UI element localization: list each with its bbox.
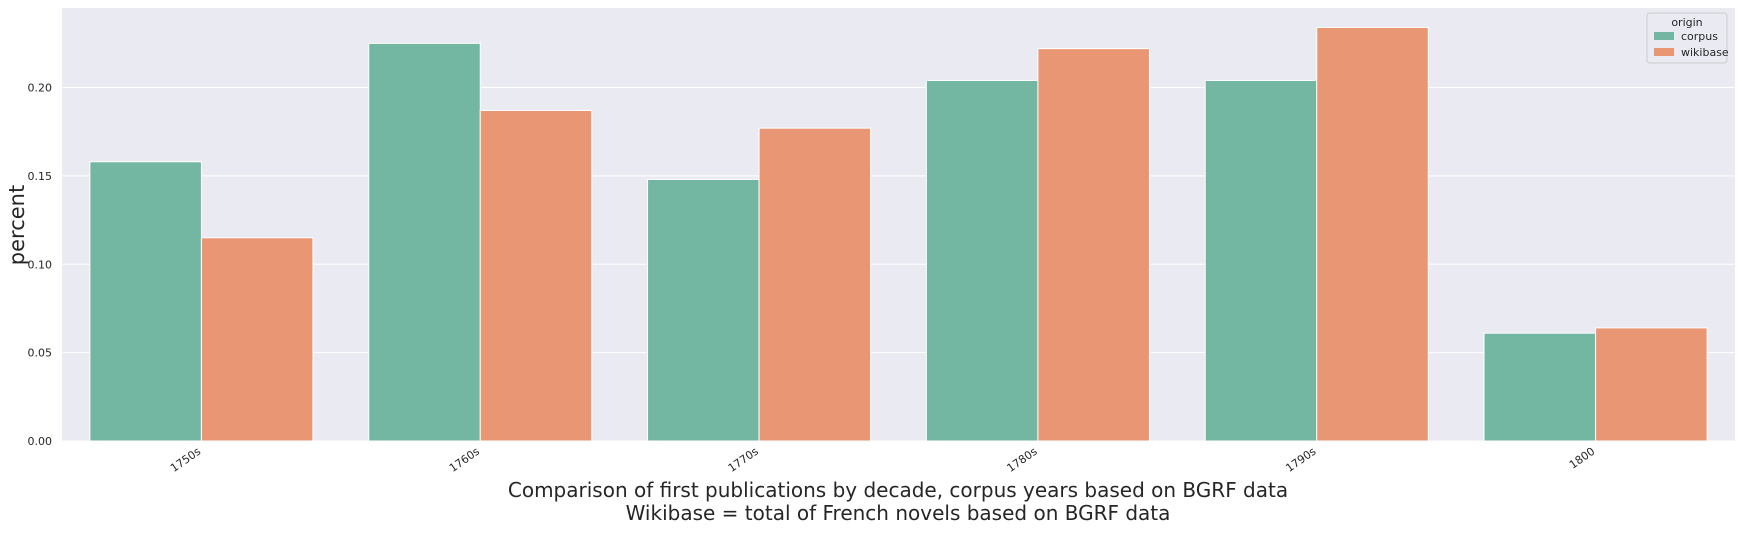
x-tick-label: 1760s xyxy=(447,445,482,475)
y-tick-label: 0.00 xyxy=(28,435,53,448)
legend: origin corpus wikibase xyxy=(1646,12,1729,64)
bar-wikibase-1760s xyxy=(479,110,593,442)
bar-corpus-1750s xyxy=(89,161,202,442)
plot-background xyxy=(62,8,1735,441)
x-tick-label: 1790s xyxy=(1283,445,1318,475)
x-tick-label: 1770s xyxy=(726,445,761,475)
x-tick-label: 1750s xyxy=(168,445,203,475)
y-tick-label: 0.05 xyxy=(28,347,53,360)
bars xyxy=(89,26,1708,442)
x-axis-label-line-2: Wikibase = total of French novels based … xyxy=(626,501,1171,525)
bar-corpus-1770s xyxy=(647,178,760,442)
bar-corpus-1800 xyxy=(1483,332,1597,442)
y-tick-label: 0.10 xyxy=(28,258,53,271)
bar-wikibase-1800 xyxy=(1595,327,1708,442)
bar-corpus-1760s xyxy=(368,42,481,442)
x-tick-label: 1780s xyxy=(1005,445,1040,475)
legend-title: origin xyxy=(1671,16,1702,29)
bar-wikibase-1770s xyxy=(758,127,872,442)
bar-wikibase-1780s xyxy=(1037,48,1150,442)
x-tick-labels: 1750s 1760s 1770s 1780s 1790s 1800 xyxy=(168,445,1597,475)
x-tick-label: 1800 xyxy=(1567,445,1597,472)
bar-corpus-1790s xyxy=(1204,79,1318,442)
x-axis-label-line-1: Comparison of first publications by deca… xyxy=(508,478,1288,502)
y-tick-labels: 0.00 0.05 0.10 0.15 0.20 xyxy=(28,82,53,448)
y-axis-label: percent xyxy=(5,185,29,265)
bar-wikibase-1790s xyxy=(1316,26,1429,442)
legend-label-corpus: corpus xyxy=(1681,30,1718,43)
bar-wikibase-1750s xyxy=(200,237,314,442)
legend-swatch-wikibase xyxy=(1654,48,1674,56)
grid-lines xyxy=(62,87,1735,442)
legend-swatch-corpus xyxy=(1654,32,1674,40)
bar-corpus-1780s xyxy=(925,79,1039,442)
y-tick-label: 0.15 xyxy=(28,170,53,183)
y-tick-label: 0.20 xyxy=(28,82,53,95)
legend-label-wikibase: wikibase xyxy=(1681,46,1729,59)
